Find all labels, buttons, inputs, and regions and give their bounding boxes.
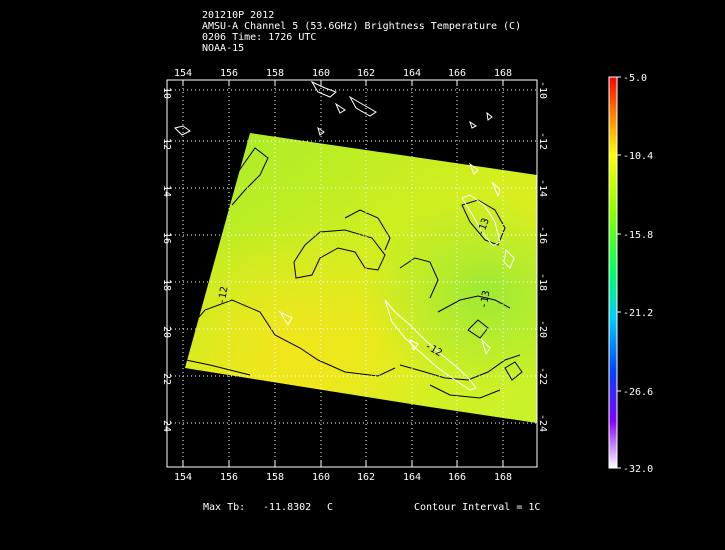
colorbar-tick: -32.0 (623, 464, 653, 475)
max-tb-label: Max Tb: (203, 502, 246, 513)
lon-tick-top: 166 (448, 68, 466, 79)
colorbar-tick: -5.0 (623, 73, 647, 84)
lat-tick-right: -14 (537, 179, 548, 197)
lon-tick-top: 162 (357, 68, 375, 79)
lon-tick-bottom: 168 (494, 472, 512, 483)
lon-tick-top: 154 (174, 68, 192, 79)
map-frame (166, 79, 538, 468)
lat-tick-right: -10 (537, 81, 548, 99)
lat-tick-left: -18 (161, 273, 172, 291)
title-satellite: NOAA-15 (202, 43, 245, 54)
lat-tick-right: -22 (537, 367, 548, 385)
lat-tick-left: -14 (161, 179, 172, 197)
lon-tick-top: 158 (266, 68, 284, 79)
brightness-temperature-field (185, 133, 537, 423)
lon-tick-top: 160 (312, 68, 330, 79)
lon-tick-top: 168 (494, 68, 512, 79)
contour-label: -12 (217, 286, 231, 306)
axis-ticks (182, 80, 504, 467)
lon-tick-bottom: 158 (266, 472, 284, 483)
lon-tick-bottom: 154 (174, 472, 192, 483)
lat-tick-left: -16 (161, 226, 172, 244)
lat-tick-left: -12 (161, 132, 172, 150)
title-time: 0206 Time: 1726 UTC (202, 32, 317, 43)
lat-tick-left: -20 (161, 320, 172, 338)
colorbar-tick: -10.4 (623, 151, 653, 162)
contour-interval: Contour Interval = 1C (414, 502, 541, 513)
lon-tick-bottom: 166 (448, 472, 466, 483)
lat-tick-right: -24 (537, 414, 548, 432)
lon-tick-bottom: 156 (220, 472, 238, 483)
lat-tick-right: -20 (537, 320, 548, 338)
contour-lines (185, 147, 523, 399)
title-product: AMSU-A Channel 5 (53.6GHz) Brightness Te… (202, 21, 522, 32)
coastlines (174, 80, 515, 391)
lat-tick-right: -18 (537, 273, 548, 291)
contour-label: -13 (479, 290, 493, 310)
lon-tick-bottom: 164 (403, 472, 421, 483)
lat-tick-right: -16 (537, 226, 548, 244)
max-tb-unit: C (327, 502, 334, 513)
colorbar: -5.0 -10.4 -15.8 -21.2 -26.6 -32.0 (608, 73, 653, 475)
title-block: 201210P 2012 AMSU-A Channel 5 (53.6GHz) … (202, 10, 521, 54)
lat-tick-left: -22 (161, 367, 172, 385)
colorbar-tick: -26.6 (623, 387, 653, 398)
colorbar-tick: -21.2 (623, 308, 653, 319)
colorbar-tick: -15.8 (623, 230, 653, 241)
colorbar-scale (609, 77, 617, 468)
graticule (167, 80, 537, 467)
lat-tick-right: -12 (537, 132, 548, 150)
lat-tick-left: -10 (161, 81, 172, 99)
lat-tick-left: -24 (161, 414, 172, 432)
lon-tick-top: 156 (220, 68, 238, 79)
lon-tick-bottom: 160 (312, 472, 330, 483)
max-tb-value: -11.8302 (263, 502, 312, 513)
lon-tick-top: 164 (403, 68, 421, 79)
lon-tick-bottom: 162 (357, 472, 375, 483)
title-storm: 201210P 2012 (202, 10, 275, 21)
